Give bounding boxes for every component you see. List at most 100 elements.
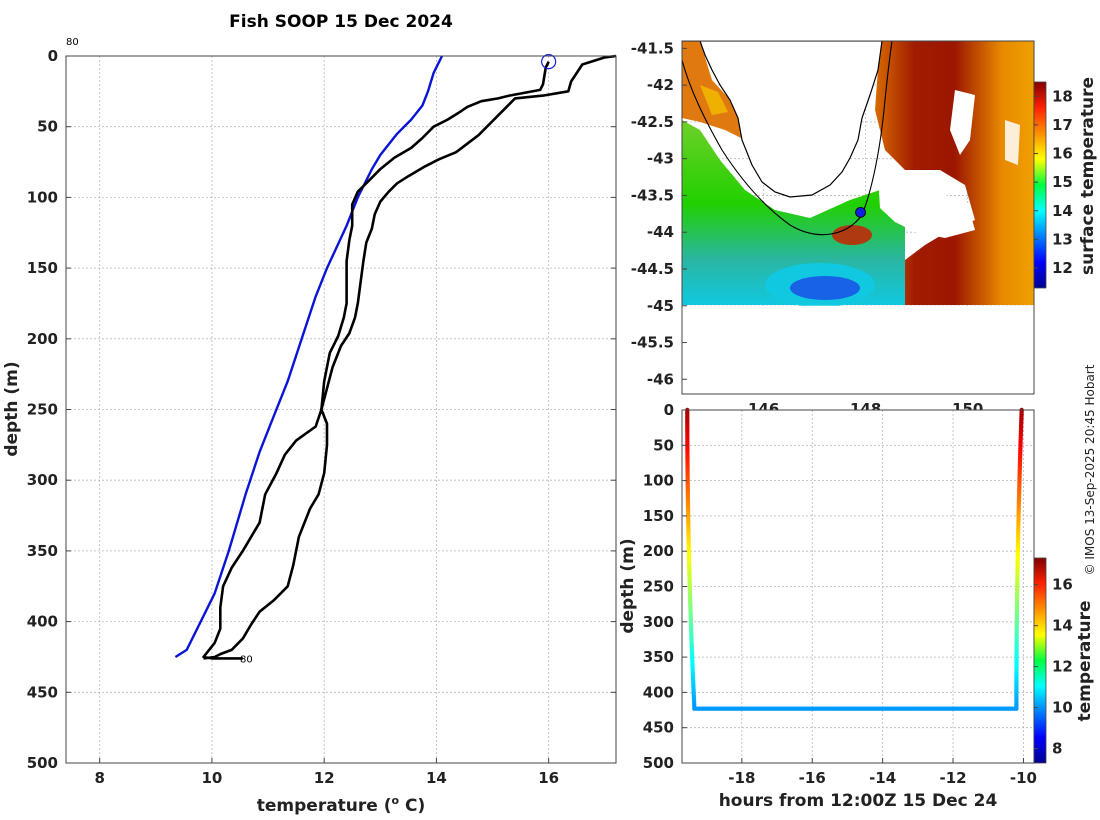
profile-line-climatology <box>174 55 444 659</box>
depth-time-y-tick-label: 450 <box>643 719 674 737</box>
sst-cloud-gap <box>878 175 975 238</box>
profile-x-tick-label: 16 <box>538 769 559 787</box>
profile-panel: 8 10 12 14 16 0 50 100 150 200 250 300 350 400 450 500… <box>2 37 617 816</box>
depth-time-y-tick-label: 300 <box>643 613 674 631</box>
profile-y-tick-label: 350 <box>27 542 58 560</box>
map-y-tick-label: -44 <box>647 223 674 241</box>
map-y-tick-label: -42 <box>647 76 674 94</box>
map-y-tick-label: -42.5 <box>631 113 674 131</box>
profile-y-tick-label: 250 <box>27 401 58 419</box>
map-y-tick-label: -43.5 <box>631 186 674 204</box>
map-y-tick-label: -46 <box>647 370 674 388</box>
depth-time-x-label: hours from 12:00Z 15 Dec 24 <box>719 791 998 811</box>
temperature-colorbar-tick-label: 14 <box>1052 617 1073 635</box>
temperature-colorbar-tick-label: 10 <box>1052 699 1073 717</box>
profile-line-profile-2 <box>203 54 617 660</box>
sst-cloud-gap-3 <box>1005 120 1020 165</box>
ship-location-marker <box>855 206 866 218</box>
sst-coastal-warm <box>832 225 872 245</box>
profile-label-bottom: 80 <box>240 654 253 665</box>
figure-title: Fish SOOP 15 Dec 2024 <box>229 12 453 32</box>
sst-colorbar-tick-label: 12 <box>1052 259 1073 277</box>
depth-time-x-tick-label: -12 <box>939 769 966 787</box>
profile-x-tick-label: 10 <box>201 769 222 787</box>
depth-time-y-tick-label: 500 <box>643 754 674 772</box>
map-no-data <box>682 305 1034 394</box>
temperature-colorbar-tick-label: 8 <box>1052 740 1062 758</box>
depth-time-y-tick-label: 0 <box>664 401 674 419</box>
sst-map-panel: 146 148 150 -41.5-42-42.5-43-43.5-44-44.5-… <box>631 39 1098 418</box>
depth-time-y-ticks: 0 50 100 150 200 250 300 350 400 450 500 <box>643 401 687 772</box>
profile-x-tick-label: 12 <box>314 769 335 787</box>
depth-time-y-tick-label: 100 <box>643 472 674 490</box>
depth-time-points <box>685 407 1024 711</box>
sst-colorbar-tick-label: 14 <box>1052 202 1073 220</box>
map-y-tick-label: -44.5 <box>631 260 674 278</box>
profile-x-label-prefix: temperature ( <box>257 796 392 816</box>
depth-time-y-tick-label: 50 <box>653 436 674 454</box>
map-y-tick-label: -41.5 <box>631 39 674 57</box>
depth-time-y-tick-label: 200 <box>643 542 674 560</box>
sst-colorbar-ticks: 12 13 14 15 16 17 18 <box>1034 87 1073 277</box>
profile-label-top: 80 <box>66 37 79 48</box>
temperature-colorbar-label: temperature <box>1075 600 1095 721</box>
profile-y-ticks: 0 50 100 150 200 250 300 350 400 450 500 <box>27 47 616 772</box>
sst-field <box>682 41 1034 394</box>
depth-time-panel: -18 -16 -14 -12 -10 0 50 100 150 200 250 300 350 400… <box>618 401 1095 811</box>
profile-y-tick-label: 50 <box>37 118 58 136</box>
map-y-tick-label: -45 <box>647 297 674 315</box>
depth-time-x-tick-label: -14 <box>869 769 896 787</box>
profile-y-tick-label: 100 <box>27 188 58 206</box>
sst-cloud-gap-2 <box>950 90 975 155</box>
profile-y-tick-label: 0 <box>48 47 58 65</box>
depth-time-y-tick-label: 150 <box>643 507 674 525</box>
shelf-contour <box>682 41 893 236</box>
depth-time-y-tick-label: 350 <box>643 648 674 666</box>
profile-start-marker <box>541 54 557 70</box>
profile-x-label-sup: o <box>392 794 400 807</box>
profile-y-tick-label: 450 <box>27 683 58 701</box>
temperature-colorbar-tick-label: 16 <box>1052 576 1073 594</box>
map-y-tick-label: -43 <box>647 150 674 168</box>
sst-colorbar-tick-label: 18 <box>1052 87 1073 105</box>
map-y-tick-label: -45.5 <box>631 334 674 352</box>
credit-text: © IMOS 13-Sep-2025 20:45 Hobart <box>1083 364 1097 575</box>
sst-cool-region <box>682 120 905 305</box>
depth-time-y-label: depth (m) <box>618 538 638 633</box>
tasmania-land <box>682 41 883 198</box>
profile-y-tick-label: 150 <box>27 259 58 277</box>
temperature-colorbar-ticks: 8 10 12 14 16 <box>1034 576 1073 758</box>
depth-time-y-tick-label: 400 <box>643 683 674 701</box>
sst-northwest-yellow <box>700 85 728 115</box>
profile-series <box>174 54 617 660</box>
profile-x-label-suffix: C) <box>399 796 425 816</box>
sst-east-warm <box>875 41 1034 305</box>
profile-y-label: depth (m) <box>2 361 22 456</box>
profile-x-ticks: 8 10 12 14 16 <box>94 758 559 787</box>
profile-x-tick-label: 8 <box>94 769 104 787</box>
sst-colorbar-label: surface temperature <box>1078 77 1098 275</box>
sst-eddy-core <box>790 276 860 300</box>
depth-time-x-ticks: -18 -16 -14 -12 -10 <box>728 758 1037 787</box>
profile-plot-area <box>66 56 616 763</box>
sst-colorbar-tick-label: 16 <box>1052 145 1073 163</box>
profile-y-tick-label: 300 <box>27 471 58 489</box>
temperature-colorbar <box>1033 557 1047 764</box>
sst-colorbar <box>1033 81 1047 289</box>
temperature-colorbar-tick-label: 12 <box>1052 658 1073 676</box>
sst-colorbar-tick-label: 17 <box>1052 116 1073 134</box>
profile-y-tick-label: 500 <box>27 754 58 772</box>
sst-colorbar-tick-label: 15 <box>1052 173 1073 191</box>
depth-time-x-tick-label: -10 <box>1010 769 1037 787</box>
profile-y-tick-label: 200 <box>27 330 58 348</box>
profile-line-profile-1 <box>202 61 550 660</box>
profile-x-label: temperature (o C) <box>257 794 426 816</box>
depth-time-y-tick-label: 250 <box>643 578 674 596</box>
map-y-ticks: -41.5 -42 -42.5 -43 -43.5 -44 -44.5 -45 -45.5 -46 <box>631 39 687 388</box>
depth-time-x-tick-label: -16 <box>799 769 826 787</box>
profile-x-tick-label: 14 <box>426 769 447 787</box>
depth-time-x-tick-label: -18 <box>728 769 755 787</box>
profile-y-tick-label: 400 <box>27 613 58 631</box>
sst-colorbar-tick-label: 13 <box>1052 230 1073 248</box>
